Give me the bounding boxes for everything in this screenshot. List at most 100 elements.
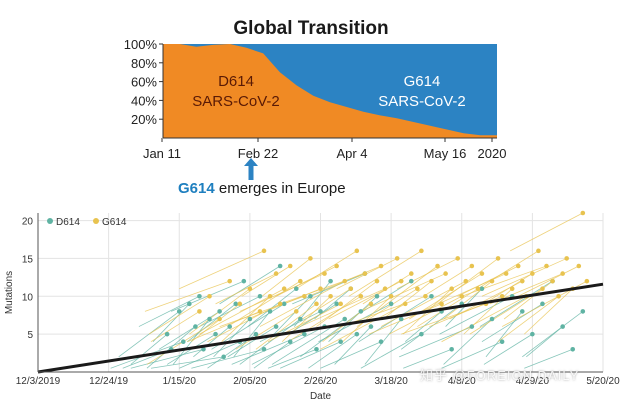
- g614-point: [302, 293, 307, 299]
- g614-point: [550, 278, 555, 284]
- scatter-y-tick-label: 10: [22, 292, 34, 303]
- g614-point: [398, 278, 404, 284]
- g614-point: [338, 301, 343, 307]
- d614-point: [388, 301, 394, 307]
- g614-point: [237, 301, 243, 307]
- scatter-connector: [388, 295, 462, 335]
- scatter-connector: [227, 326, 277, 358]
- area-x-tick-label: May 16: [424, 146, 467, 161]
- global-transition-title: Global Transition: [233, 18, 389, 39]
- area-x-tick-label: Apr 4: [336, 146, 367, 161]
- d614-point: [293, 286, 299, 292]
- d614-point: [530, 331, 535, 337]
- g614-point: [308, 256, 313, 261]
- d614-point: [253, 331, 259, 337]
- scatter-connector: [300, 311, 362, 358]
- scatter-connector: [439, 295, 513, 335]
- area-y-tick-label: 80%: [131, 56, 157, 71]
- g614-area-label: G614: [404, 73, 441, 90]
- scatter-y-tick-label: 5: [27, 330, 33, 341]
- g614-point: [419, 248, 424, 254]
- scatter-connector: [362, 280, 412, 312]
- g614-point: [402, 301, 408, 307]
- g614-point: [382, 286, 388, 292]
- g614-point: [463, 278, 469, 284]
- note-highlight: G614: [178, 180, 215, 197]
- scatter-connector: [150, 356, 224, 369]
- g614-point: [443, 271, 448, 276]
- d614-point: [489, 316, 495, 322]
- scatter-connector: [396, 258, 458, 290]
- d614-point: [314, 346, 319, 352]
- d614-point: [378, 339, 384, 345]
- scatter-connector: [477, 250, 539, 290]
- scatter-connector: [187, 303, 236, 343]
- g614-point: [287, 263, 293, 269]
- d614-point: [334, 301, 339, 307]
- scatter-connector: [509, 212, 584, 252]
- area-x-tick-label: 2020: [478, 146, 507, 161]
- g614-point: [409, 271, 414, 276]
- scatter-connector: [443, 280, 493, 320]
- scatter-y-tick-label: 15: [22, 254, 34, 265]
- global-transition-chart: 100% 80% 60% 40% 20% Jan 11 Feb 22 Apr 4 May 16 2…: [124, 37, 507, 161]
- scatter-connector: [144, 280, 230, 312]
- g614-point: [281, 286, 287, 292]
- scatter-connector: [360, 273, 446, 312]
- g614-point: [519, 278, 525, 284]
- g614-point: [318, 286, 323, 292]
- d614-point: [247, 316, 253, 322]
- g614-point: [328, 293, 333, 299]
- g614-point: [374, 278, 380, 284]
- scatter-connector: [483, 273, 533, 305]
- d614-point: [342, 316, 348, 322]
- g614-point: [394, 256, 400, 261]
- note-rest: emerges in Europe: [214, 180, 346, 197]
- scatter-connector: [368, 303, 442, 335]
- g614-point: [536, 248, 541, 254]
- scatter-connector: [138, 295, 200, 327]
- g614-point: [576, 263, 582, 269]
- d614-point: [560, 324, 565, 329]
- d614-point: [358, 309, 364, 314]
- g614-point: [449, 286, 454, 292]
- d614-point: [398, 316, 404, 322]
- g614-point: [298, 278, 303, 284]
- d614-point: [176, 309, 182, 314]
- g614-point: [247, 286, 253, 292]
- d614-point: [374, 293, 380, 299]
- scatter-connector: [360, 333, 422, 369]
- scatter-x-tick-label: 4/29/20: [516, 376, 550, 387]
- d614-point: [308, 293, 313, 299]
- scatter-connector: [300, 288, 386, 327]
- up-arrow-icon: [244, 158, 258, 180]
- d614-point: [479, 286, 485, 292]
- g614-point: [273, 271, 279, 276]
- scatter-x-tick-label: 4/8/20: [448, 376, 476, 387]
- scatter-connector: [261, 258, 311, 297]
- g614-point: [197, 309, 202, 314]
- scatter-connector: [348, 250, 422, 297]
- scatter-connector: [179, 250, 265, 290]
- g614-emerges-note: G614 emerges in Europe: [178, 180, 346, 197]
- d614-point: [338, 339, 343, 345]
- g614-point: [257, 309, 263, 314]
- d614-point: [540, 301, 545, 307]
- d614-point: [241, 278, 247, 284]
- g614-point: [423, 293, 428, 299]
- g614-point: [495, 256, 501, 261]
- scatter-connector: [296, 250, 358, 290]
- g614-point: [469, 263, 475, 269]
- scatter-connector: [215, 273, 277, 305]
- d614-point: [193, 324, 198, 329]
- scatter-connector: [524, 348, 573, 369]
- g614-point: [267, 293, 273, 299]
- scatter-connector: [259, 280, 345, 327]
- d614-point: [187, 301, 192, 307]
- g614-point: [362, 271, 368, 276]
- legend-label-d614: D614: [56, 217, 80, 228]
- area-y-tick-label: 100%: [124, 37, 158, 52]
- g614-point: [509, 286, 515, 292]
- scatter-connector: [130, 348, 204, 369]
- area-y-tick-label: 20%: [131, 112, 157, 127]
